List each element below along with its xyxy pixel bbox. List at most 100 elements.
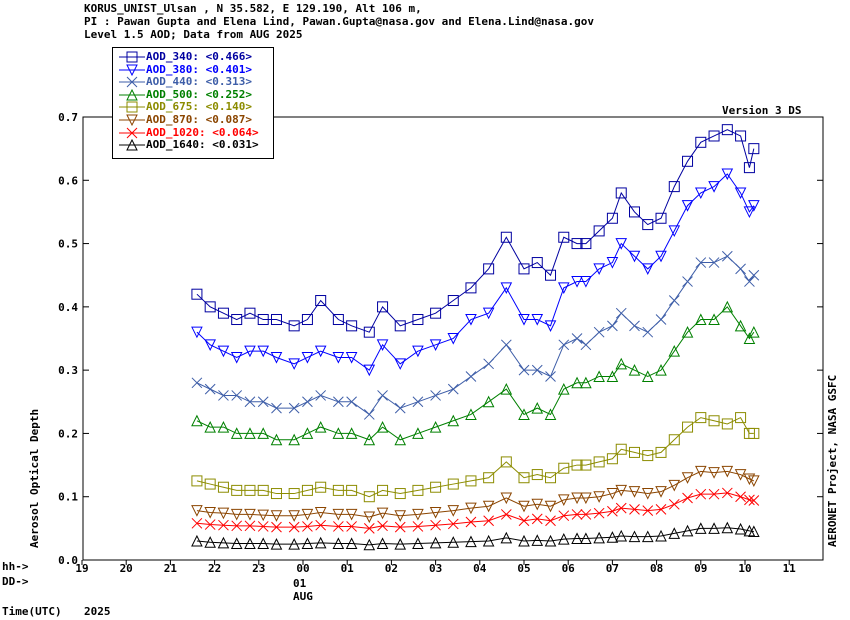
data-point	[545, 515, 556, 527]
data-point	[593, 263, 605, 276]
data-point	[606, 370, 619, 382]
data-point	[734, 469, 747, 481]
data-point	[465, 371, 477, 382]
data-point	[126, 88, 138, 101]
data-point	[218, 390, 229, 401]
data-point	[721, 300, 734, 313]
data-point	[363, 409, 375, 420]
data-point	[363, 538, 376, 551]
data-point	[230, 427, 243, 439]
data-point	[301, 351, 314, 364]
data-point	[204, 519, 216, 530]
data-point	[429, 507, 442, 519]
legend-swatch	[119, 88, 145, 101]
data-point	[465, 502, 477, 515]
data-point	[668, 345, 681, 357]
data-point	[363, 433, 376, 446]
x-tick-label: 06	[562, 562, 576, 575]
version-label: Version 3 DS	[722, 104, 802, 117]
data-point	[721, 521, 734, 534]
data-point	[126, 101, 138, 113]
data-point	[628, 250, 641, 263]
data-point	[668, 498, 680, 510]
data-point	[518, 515, 530, 527]
data-point	[204, 383, 216, 395]
data-point	[271, 521, 282, 533]
data-point	[257, 521, 269, 532]
series-line	[196, 129, 755, 333]
data-point	[593, 531, 605, 544]
data-point	[126, 139, 138, 151]
data-point	[332, 537, 345, 550]
data-point	[721, 465, 734, 478]
data-point	[332, 427, 345, 439]
data-point	[748, 143, 760, 155]
data-point	[531, 364, 543, 376]
y-tick-label: 0.6	[58, 174, 78, 187]
data-point	[301, 508, 314, 521]
legend-swatch	[119, 101, 145, 113]
x-tick-label: 09	[694, 562, 707, 575]
data-point	[412, 314, 424, 326]
data-point	[447, 536, 460, 548]
data-point	[721, 487, 733, 499]
data-point	[447, 383, 459, 395]
y-tick-label: 0.0	[58, 554, 78, 567]
legend-label: AOD_380: <0.401>	[146, 62, 252, 76]
data-point	[288, 320, 300, 332]
data-point	[571, 276, 583, 288]
data-point	[668, 295, 680, 306]
legend-item: AOD_1020: <0.064>	[113, 126, 273, 139]
data-point	[708, 467, 720, 479]
series-aod-1640	[191, 521, 760, 551]
month-label: AUG	[293, 590, 313, 603]
data-point	[412, 396, 424, 408]
data-point	[394, 538, 407, 550]
data-point	[363, 511, 376, 524]
legend-swatch	[119, 51, 145, 63]
data-point	[447, 333, 460, 345]
data-point	[735, 491, 746, 503]
data-point	[204, 420, 216, 433]
data-point	[377, 520, 388, 532]
data-point	[708, 488, 720, 500]
data-point	[580, 339, 592, 351]
data-point	[363, 364, 376, 377]
data-point	[694, 187, 707, 200]
data-point	[288, 488, 300, 500]
data-point	[257, 537, 270, 550]
x-tick-label: 22	[208, 562, 221, 575]
x-tick-label: 04	[473, 562, 487, 575]
series-aod-870	[191, 465, 760, 524]
data-point	[593, 491, 605, 503]
data-point	[743, 162, 755, 174]
x-tick-label: 19	[75, 562, 88, 575]
data-point	[483, 472, 495, 484]
data-point	[394, 320, 406, 332]
data-point	[708, 415, 720, 427]
data-point	[721, 168, 734, 181]
data-point	[376, 339, 389, 351]
data-point	[482, 395, 495, 408]
data-point	[708, 522, 720, 534]
data-point	[557, 494, 570, 506]
data-point	[571, 492, 583, 505]
data-point	[682, 155, 694, 167]
data-point	[557, 532, 570, 545]
data-point	[244, 307, 256, 319]
series-aod-675	[191, 412, 760, 503]
data-point	[332, 484, 344, 496]
data-point	[668, 181, 680, 193]
data-point	[558, 231, 570, 243]
chart-title-line1: KORUS_UNIST_Ulsan , N 35.582, E 129.190,…	[84, 2, 422, 15]
data-point	[270, 433, 283, 446]
data-point	[345, 537, 358, 550]
data-point	[721, 418, 733, 430]
data-point	[544, 320, 557, 332]
data-point	[518, 408, 530, 420]
data-point	[302, 396, 313, 408]
project-label: AERONET Project, NASA GSFC	[826, 374, 839, 547]
data-point	[531, 513, 543, 525]
data-point	[531, 401, 544, 414]
data-point	[288, 538, 300, 550]
